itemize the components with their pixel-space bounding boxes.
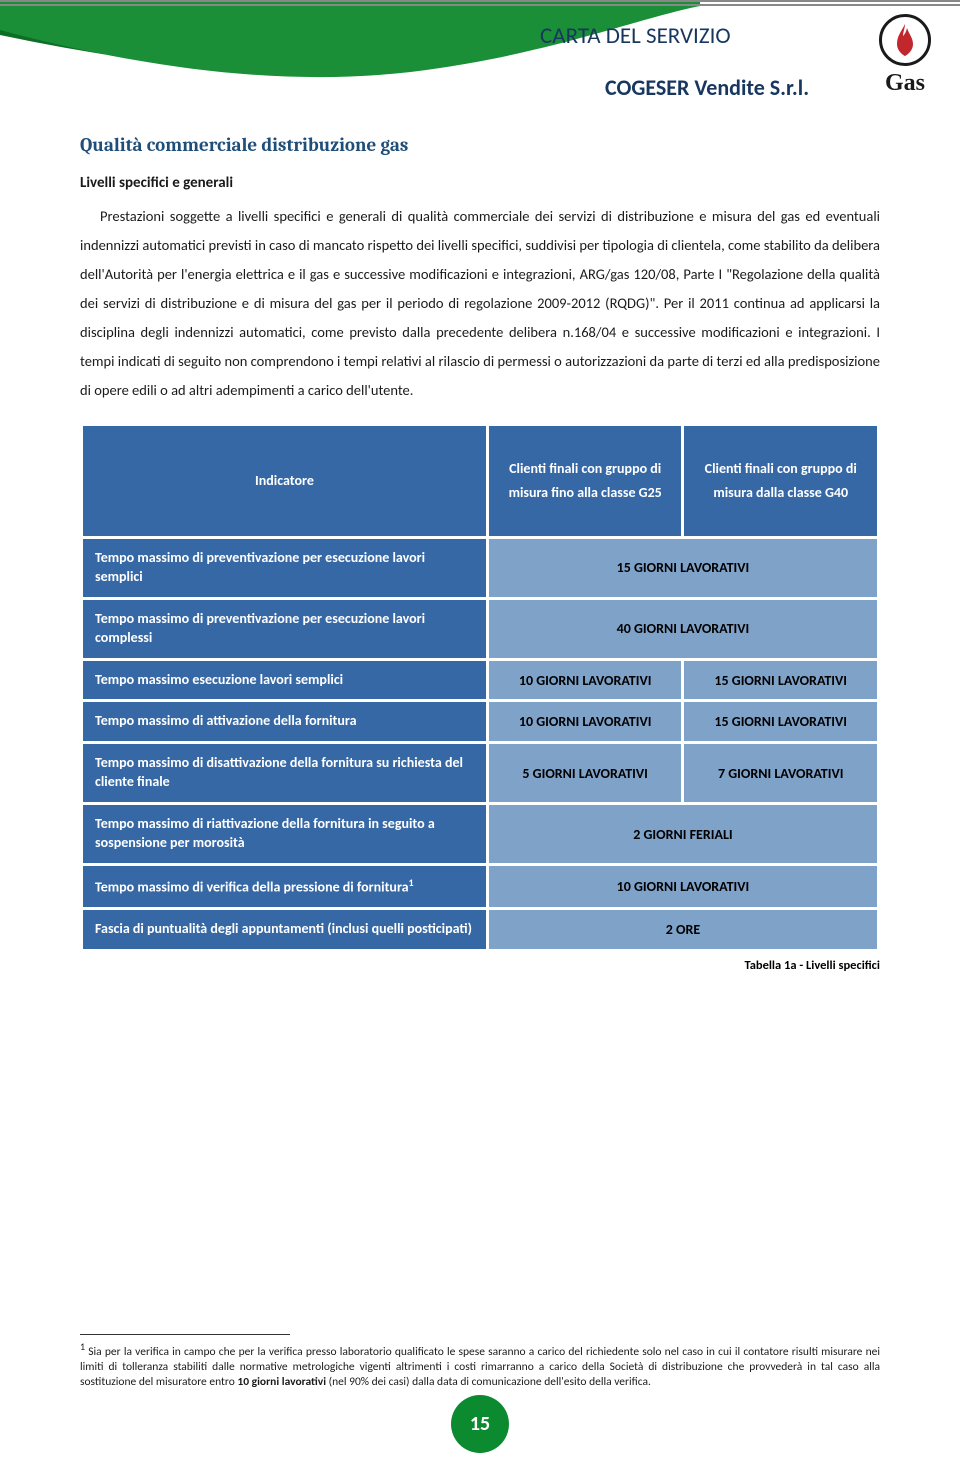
col-header-g40: Clienti finali con gruppo di misura dall…	[684, 426, 877, 536]
row-label: Tempo massimo di preventivazione per ese…	[83, 539, 486, 597]
header-wave	[0, 0, 960, 110]
footnote-text: 1 Sia per la verifica in campo che per l…	[80, 1340, 880, 1391]
body-paragraph: Prestazioni soggette a livelli specifici…	[80, 202, 880, 405]
table-row: Tempo massimo di preventivazione per ese…	[83, 539, 877, 597]
row-label: Tempo massimo di preventivazione per ese…	[83, 600, 486, 658]
row-label-sup: 1	[409, 876, 414, 889]
row-value-span: 2 GIORNI FERIALI	[489, 805, 877, 863]
table-row: Tempo massimo di disattivazione della fo…	[83, 744, 877, 802]
footnote-rule	[80, 1334, 290, 1335]
page-number-badge: 15	[451, 1395, 509, 1453]
logo-gas: Gas	[870, 14, 940, 109]
row-value-span: 15 GIORNI LAVORATIVI	[489, 539, 877, 597]
logo-text: Gas	[885, 70, 925, 97]
row-label: Fascia di puntualità degli appuntamenti …	[83, 910, 486, 949]
row-label: Tempo massimo di riattivazione della for…	[83, 805, 486, 863]
table-row: Tempo massimo di preventivazione per ese…	[83, 600, 877, 658]
table-caption: Tabella 1a - Livelli specifici	[80, 958, 880, 973]
table-row: Fascia di puntualità degli appuntamenti …	[83, 910, 877, 949]
page-subtitle: COGESER Vendite S.r.l.	[605, 74, 809, 101]
service-levels-table: Indicatore Clienti finali con gruppo di …	[80, 423, 880, 952]
row-value-g40: 7 GIORNI LAVORATIVI	[684, 744, 877, 802]
flame-icon	[879, 14, 931, 66]
col-header-g25: Clienti finali con gruppo di misura fino…	[489, 426, 682, 536]
row-label: Tempo massimo di attivazione della forni…	[83, 702, 486, 741]
row-value-g40: 15 GIORNI LAVORATIVI	[684, 661, 877, 700]
table-header-row: Indicatore Clienti finali con gruppo di …	[83, 426, 877, 536]
table-row: Tempo massimo esecuzione lavori semplici…	[83, 661, 877, 700]
row-value-span: 40 GIORNI LAVORATIVI	[489, 600, 877, 658]
row-value-g40: 15 GIORNI LAVORATIVI	[684, 702, 877, 741]
subsection-title: Livelli specifici e generali	[80, 174, 880, 192]
row-label: Tempo massimo di verifica della pression…	[83, 866, 486, 908]
row-label: Tempo massimo di disattivazione della fo…	[83, 744, 486, 802]
section-title: Qualità commerciale distribuzione gas	[80, 134, 880, 156]
table-row: Tempo massimo di verifica della pression…	[83, 866, 877, 908]
table-row: Tempo massimo di riattivazione della for…	[83, 805, 877, 863]
footnote: 1 Sia per la verifica in campo che per l…	[80, 1334, 880, 1391]
table-row: Tempo massimo di attivazione della forni…	[83, 702, 877, 741]
row-value-span: 10 GIORNI LAVORATIVI	[489, 866, 877, 908]
page-supertitle: CARTA DEL SERVIZIO	[540, 22, 731, 50]
row-value-span: 2 ORE	[489, 910, 877, 949]
row-label: Tempo massimo esecuzione lavori semplici	[83, 661, 486, 700]
row-value-g25: 10 GIORNI LAVORATIVI	[489, 661, 682, 700]
footnote-bold: 10 giorni lavorativi	[237, 1375, 326, 1389]
footnote-body-2: (nel 90% dei casi) dalla data di comunic…	[326, 1375, 651, 1389]
row-value-g25: 10 GIORNI LAVORATIVI	[489, 702, 682, 741]
row-value-g25: 5 GIORNI LAVORATIVI	[489, 744, 682, 802]
col-header-indicator: Indicatore	[83, 426, 486, 536]
